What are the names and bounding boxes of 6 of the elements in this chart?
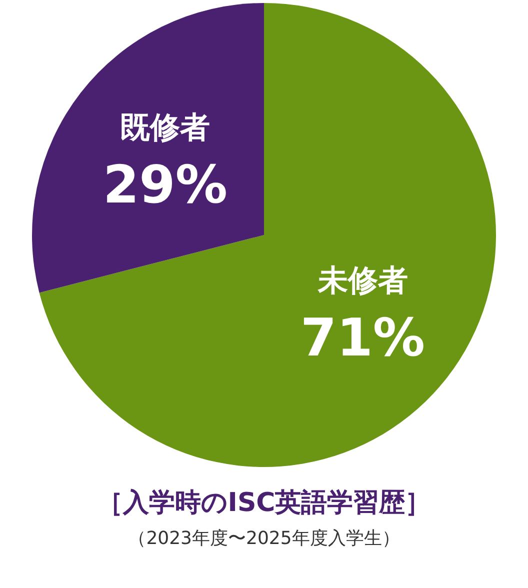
slice-label: 既修者 bbox=[120, 110, 210, 146]
text: ［入学時のISC英語学習歴］ bbox=[96, 488, 432, 518]
slice-label: 未修者 bbox=[316, 264, 408, 299]
text: （2023年度〜2025年度入学生） bbox=[128, 528, 400, 549]
data-label: 71% bbox=[300, 308, 426, 369]
data-label: 29% bbox=[102, 155, 228, 216]
